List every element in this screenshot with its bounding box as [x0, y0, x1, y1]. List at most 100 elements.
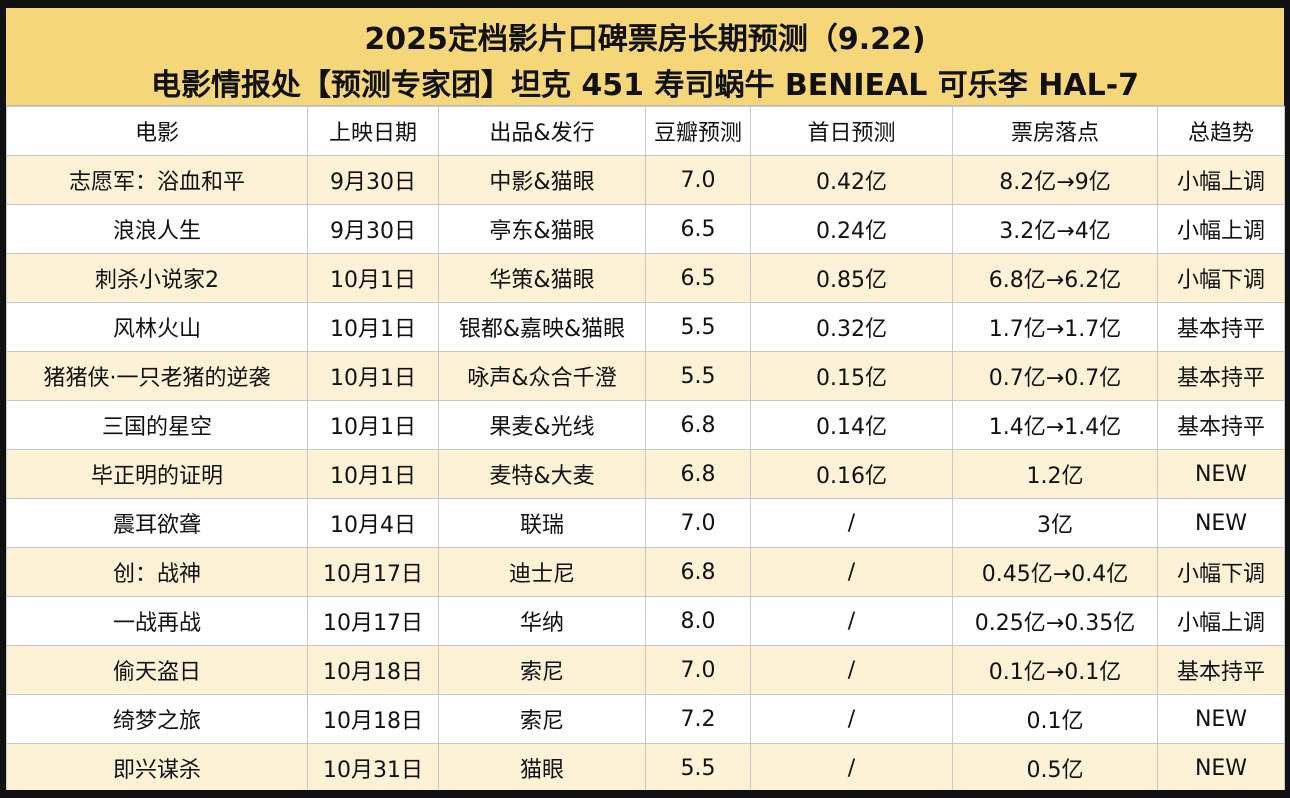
bottom-border	[0, 790, 1290, 798]
box-office-cell: 0.25亿→0.35亿	[952, 596, 1158, 646]
release-date-cell: 10月18日	[307, 694, 439, 744]
first-day-cell: /	[750, 645, 953, 695]
douban-cell: 7.0	[645, 498, 751, 548]
film-cell: 偷天盗日	[6, 645, 308, 695]
film-cell: 猪猪侠·一只老猪的逆袭	[6, 351, 308, 401]
release-date-cell: 10月18日	[307, 645, 439, 695]
header-release-date: 上映日期	[307, 106, 439, 156]
table-row: 浪浪人生 9月30日 亭东&猫眼 6.5 0.24亿 3.2亿→4亿 小幅上调	[6, 204, 1285, 254]
box-office-cell: 0.1亿→0.1亿	[952, 645, 1158, 695]
header-first-day-forecast: 首日预测	[750, 106, 953, 156]
box-office-cell: 0.7亿→0.7亿	[952, 351, 1158, 401]
release-date-cell: 10月1日	[307, 449, 439, 499]
first-day-cell: 0.16亿	[750, 449, 953, 499]
header-trend: 总趋势	[1157, 106, 1285, 156]
first-day-cell: /	[750, 596, 953, 646]
film-cell: 刺杀小说家2	[6, 253, 308, 303]
page-title: 2025定档影片口碑票房长期预测（9.22)	[364, 22, 926, 57]
box-office-cell: 1.4亿→1.4亿	[952, 400, 1158, 450]
distributor-cell: 联瑞	[438, 498, 646, 548]
film-cell: 风林火山	[6, 302, 308, 352]
trend-cell: NEW	[1157, 694, 1285, 744]
table-row: 猪猪侠·一只老猪的逆袭 10月1日 咏声&众合千澄 5.5 0.15亿 0.7亿→0.7亿…	[6, 351, 1285, 401]
trend-cell: 基本持平	[1157, 645, 1285, 695]
film-cell: 志愿军：浴血和平	[6, 155, 308, 205]
douban-cell: 6.8	[645, 400, 751, 450]
box-office-cell: 1.2亿	[952, 449, 1158, 499]
first-day-cell: 0.85亿	[750, 253, 953, 303]
film-cell: 创：战神	[6, 547, 308, 597]
first-day-cell: 0.15亿	[750, 351, 953, 401]
douban-cell: 6.8	[645, 547, 751, 597]
douban-cell: 5.5	[645, 351, 751, 401]
first-day-cell: 0.14亿	[750, 400, 953, 450]
page-subtitle: 电影情报处【预测专家团】坦克 451 寿司蜗牛 BENIEAL 可乐李 HAL-…	[150, 68, 1140, 103]
header-film: 电影	[6, 106, 308, 156]
distributor-cell: 果麦&光线	[438, 400, 646, 450]
distributor-cell: 索尼	[438, 694, 646, 744]
douban-cell: 7.2	[645, 694, 751, 744]
distributor-cell: 华策&猫眼	[438, 253, 646, 303]
release-date-cell: 10月1日	[307, 351, 439, 401]
distributor-cell: 迪士尼	[438, 547, 646, 597]
distributor-cell: 银都&嘉映&猫眼	[438, 302, 646, 352]
table-row: 志愿军：浴血和平 9月30日 中影&猫眼 7.0 0.42亿 8.2亿→9亿 小幅上调	[6, 155, 1285, 205]
douban-cell: 7.0	[645, 155, 751, 205]
douban-cell: 6.8	[645, 449, 751, 499]
douban-cell: 8.0	[645, 596, 751, 646]
film-cell: 绮梦之旅	[6, 694, 308, 744]
trend-cell: 基本持平	[1157, 400, 1285, 450]
table-row: 一战再战 10月17日 华纳 8.0/0.25亿→0.35亿 小幅上调	[6, 596, 1285, 646]
distributor-cell: 亭东&猫眼	[438, 204, 646, 254]
trend-cell: NEW	[1157, 449, 1285, 499]
first-day-cell: 0.42亿	[750, 155, 953, 205]
table-row: 震耳欲聋 10月4日 联瑞 7.0/3亿 NEW	[6, 498, 1285, 548]
table-row: 偷天盗日 10月18日 索尼 7.0/0.1亿→0.1亿 基本持平	[6, 645, 1285, 695]
douban-cell: 6.5	[645, 204, 751, 254]
film-cell: 三国的星空	[6, 400, 308, 450]
header-distributor: 出品&发行	[438, 106, 646, 156]
release-date-cell: 9月30日	[307, 155, 439, 205]
trend-cell: NEW	[1157, 498, 1285, 548]
distributor-cell: 咏声&众合千澄	[438, 351, 646, 401]
release-date-cell: 9月30日	[307, 204, 439, 254]
first-day-cell: 0.24亿	[750, 204, 953, 254]
first-day-cell: /	[750, 694, 953, 744]
trend-cell: 小幅上调	[1157, 204, 1285, 254]
header-row: 电影 上映日期 出品&发行 豆瓣预测 首日预测 票房落点 总趋势	[6, 106, 1285, 156]
box-office-cell: 6.8亿→6.2亿	[952, 253, 1158, 303]
table-row: 刺杀小说家2 10月1日 华策&猫眼 6.5 0.85亿 6.8亿→6.2亿 小幅下调	[6, 253, 1285, 303]
box-office-cell: 0.45亿→0.4亿	[952, 547, 1158, 597]
release-date-cell: 10月1日	[307, 253, 439, 303]
box-office-cell: 3亿	[952, 498, 1158, 548]
distributor-cell: 猫眼	[438, 743, 646, 793]
header-douban-forecast: 豆瓣预测	[645, 106, 751, 156]
trend-cell: 基本持平	[1157, 302, 1285, 352]
title-block: 2025定档影片口碑票房长期预测（9.22) 电影情报处【预测专家团】坦克 45…	[6, 8, 1284, 106]
table-row: 毕正明的证明 10月1日 麦特&大麦 6.8 0.16亿 1.2亿 NEW	[6, 449, 1285, 499]
trend-cell: NEW	[1157, 743, 1285, 793]
header-box-office: 票房落点	[952, 106, 1158, 156]
table-row: 风林火山 10月1日 银都&嘉映&猫眼 5.5 0.32亿 1.7亿→1.7亿 基本持平	[6, 302, 1285, 352]
release-date-cell: 10月17日	[307, 547, 439, 597]
trend-cell: 小幅下调	[1157, 547, 1285, 597]
film-cell: 即兴谋杀	[6, 743, 308, 793]
forecast-table: 电影 上映日期 出品&发行 豆瓣预测 首日预测 票房落点 总趋势 志愿军：浴血和…	[6, 106, 1285, 793]
table-row: 三国的星空 10月1日 果麦&光线 6.8 0.14亿 1.4亿→1.4亿 基本持平	[6, 400, 1285, 450]
release-date-cell: 10月1日	[307, 400, 439, 450]
film-cell: 震耳欲聋	[6, 498, 308, 548]
film-cell: 浪浪人生	[6, 204, 308, 254]
film-cell: 毕正明的证明	[6, 449, 308, 499]
box-office-cell: 0.5亿	[952, 743, 1158, 793]
distributor-cell: 华纳	[438, 596, 646, 646]
table-row: 即兴谋杀 10月31日 猫眼 5.5/0.5亿 NEW	[6, 743, 1285, 793]
film-cell: 一战再战	[6, 596, 308, 646]
box-office-cell: 0.1亿	[952, 694, 1158, 744]
first-day-cell: /	[750, 743, 953, 793]
trend-cell: 小幅上调	[1157, 155, 1285, 205]
douban-cell: 5.5	[645, 743, 751, 793]
release-date-cell: 10月17日	[307, 596, 439, 646]
first-day-cell: /	[750, 498, 953, 548]
release-date-cell: 10月1日	[307, 302, 439, 352]
